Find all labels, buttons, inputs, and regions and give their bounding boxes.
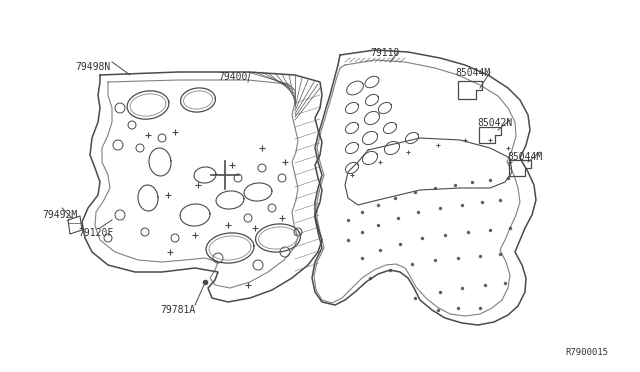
Text: 79492M: 79492M [42,210,77,220]
Text: 85044M: 85044M [507,152,542,162]
Text: 79498N: 79498N [75,62,110,72]
Text: 85042N: 85042N [477,118,512,128]
Text: 85044M: 85044M [455,68,490,78]
Text: 79781A: 79781A [160,305,195,315]
Text: 79120F: 79120F [78,228,113,238]
Text: 79110: 79110 [370,48,399,58]
Text: 79400: 79400 [218,72,248,82]
Text: R7900015: R7900015 [565,348,608,357]
